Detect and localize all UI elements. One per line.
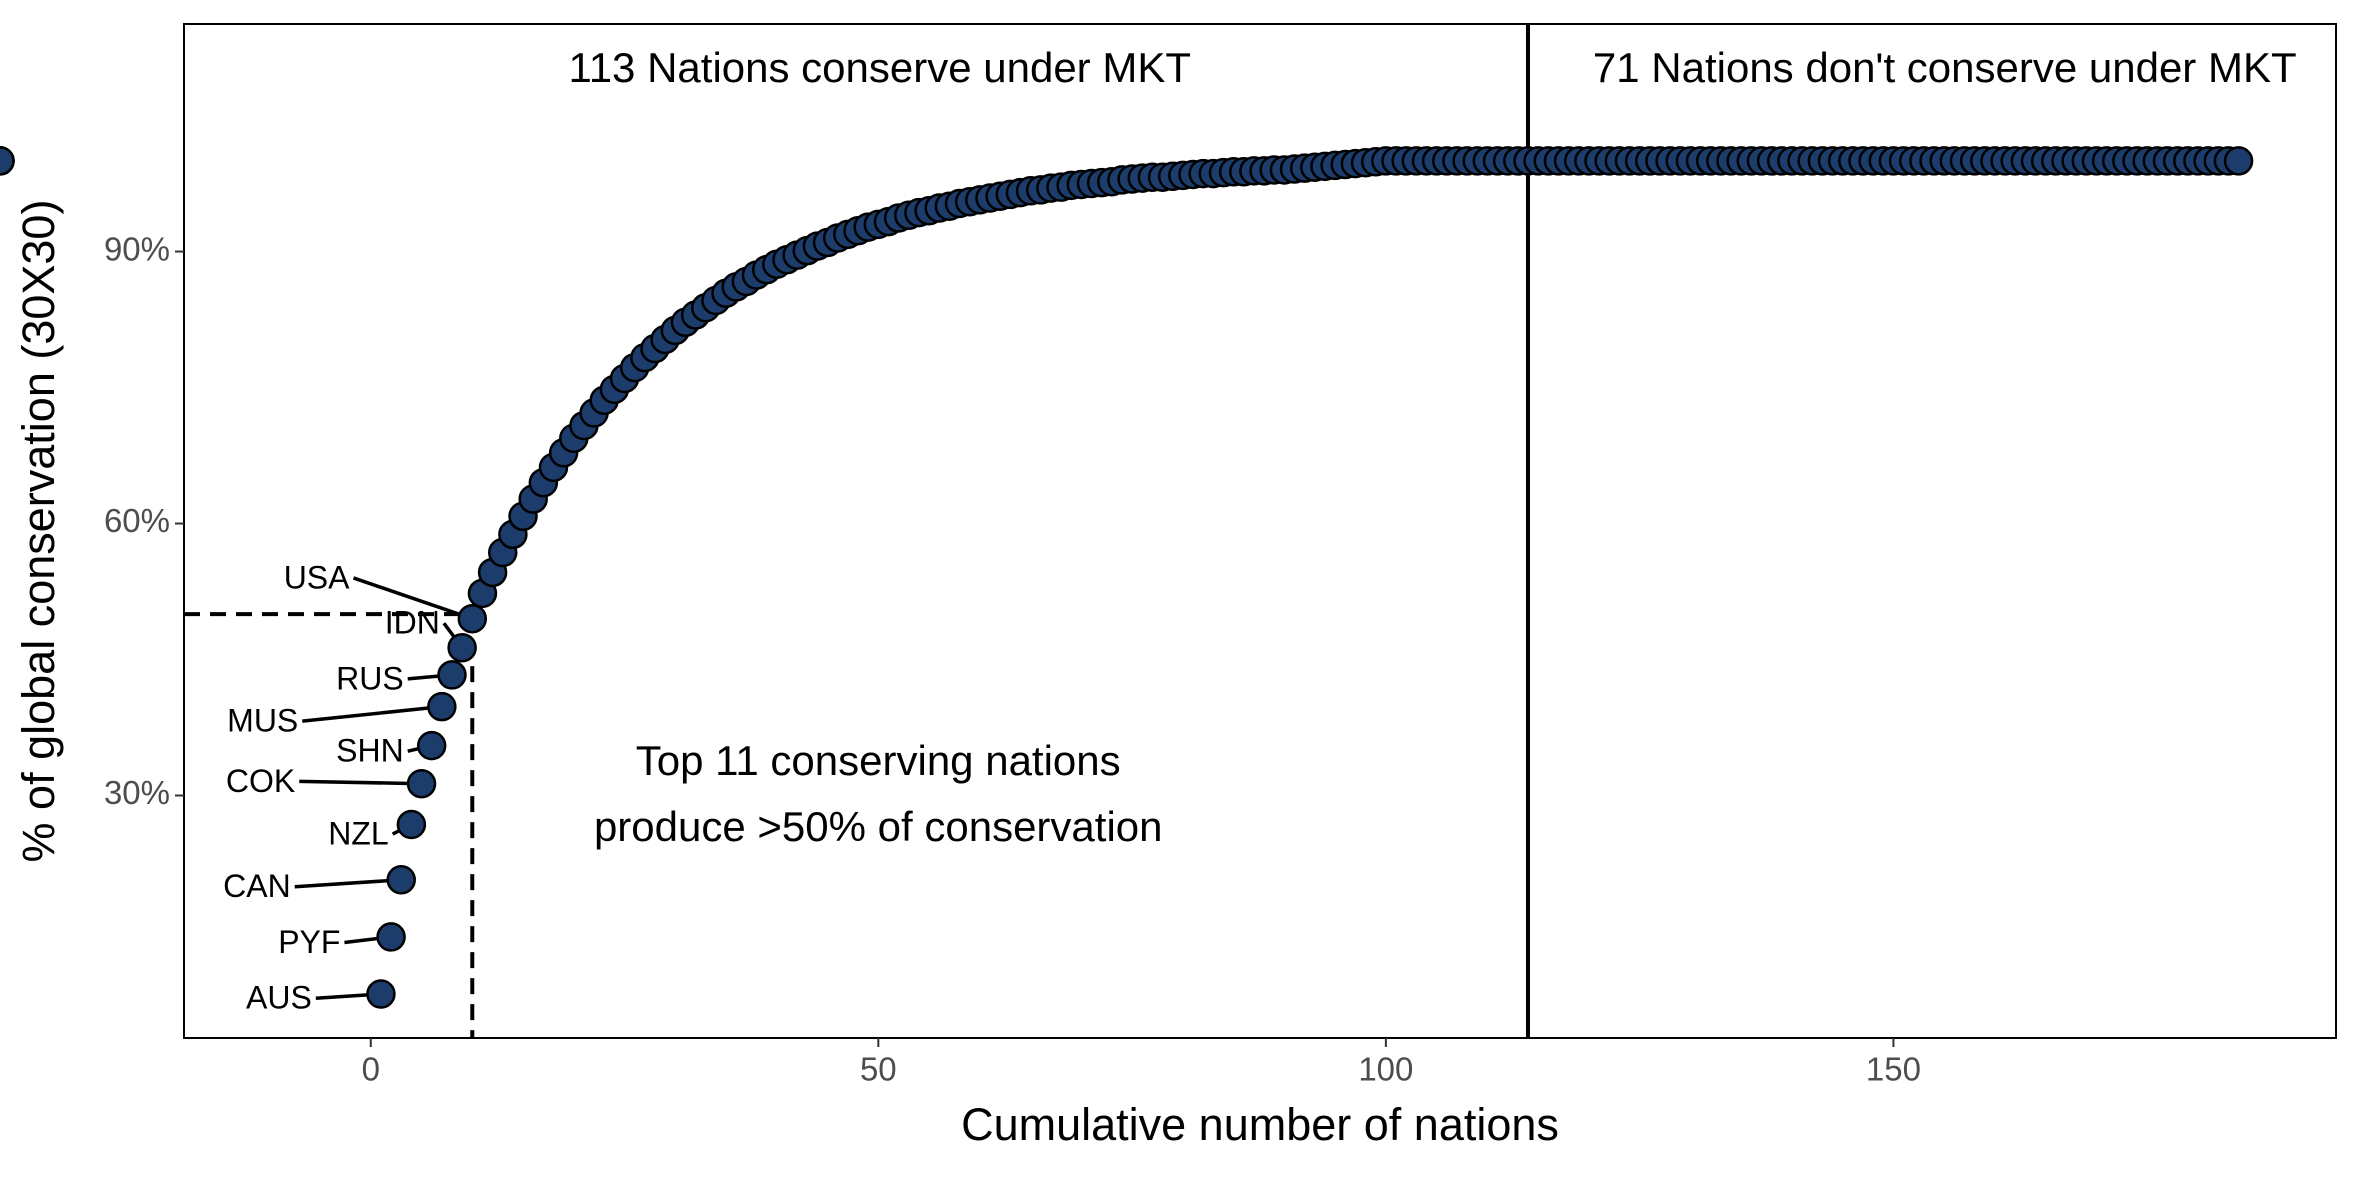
plot-frame <box>183 23 2337 1039</box>
point-label: RUS <box>336 660 404 696</box>
point <box>376 922 406 952</box>
annotation: Top 11 conserving nations <box>636 737 1121 784</box>
label-leader <box>302 704 443 723</box>
point-label: PYF <box>278 924 340 960</box>
point-label: IDN <box>385 605 440 641</box>
point <box>406 768 437 799</box>
label-leader <box>294 878 402 889</box>
point-label: AUS <box>246 980 312 1016</box>
annotation: produce >50% of conservation <box>594 803 1163 850</box>
label-leader <box>352 576 473 621</box>
label-leader <box>299 779 422 786</box>
y-tick-label: 90% <box>104 230 170 267</box>
annotation: 71 Nations don't conserve under MKT <box>1593 44 2297 91</box>
point <box>366 979 396 1009</box>
point <box>447 632 477 663</box>
point-label: SHN <box>336 733 404 769</box>
point <box>386 865 416 895</box>
point <box>0 146 15 176</box>
point <box>2223 146 2254 176</box>
y-tick-label: 60% <box>104 502 170 539</box>
point-label: NZL <box>328 816 388 852</box>
annotation: 113 Nations conserve under MKT <box>568 44 1191 91</box>
point-label: COK <box>226 763 295 799</box>
point-label: MUS <box>227 703 298 739</box>
point <box>457 603 488 634</box>
x-tick-label: 100 <box>1358 1051 1413 1088</box>
y-tick-label: 30% <box>104 774 170 811</box>
point-label: CAN <box>223 868 291 904</box>
x-tick-label: 0 <box>362 1051 380 1088</box>
point-label: USA <box>284 559 350 595</box>
point <box>427 691 457 722</box>
x-tick-label: 50 <box>860 1051 897 1088</box>
y-axis-title: % of global conservation (30X30) <box>13 200 64 863</box>
x-tick-label: 150 <box>1866 1051 1921 1088</box>
point <box>437 660 467 690</box>
point <box>416 730 447 761</box>
x-axis-title: Cumulative number of nations <box>961 1099 1559 1150</box>
point <box>396 809 427 840</box>
